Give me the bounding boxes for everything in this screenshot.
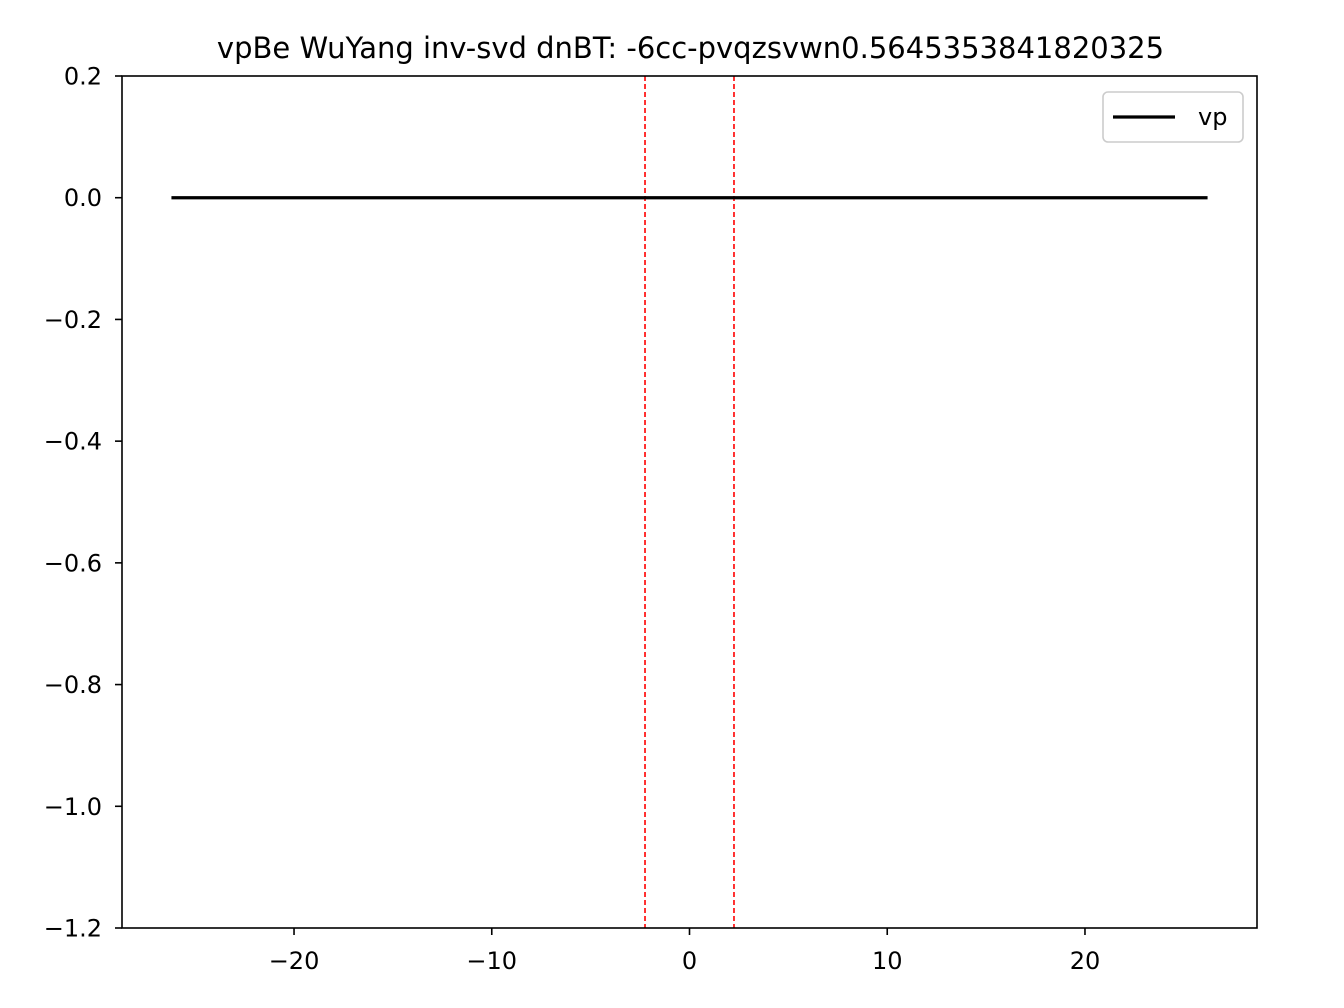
x-tick-label: 0: [682, 947, 697, 975]
legend-label-vp: vp: [1198, 103, 1227, 131]
x-tick-label: 20: [1070, 947, 1101, 975]
y-tick-label: −0.8: [44, 671, 102, 699]
y-tick-label: 0.0: [64, 184, 102, 212]
axes-frame: [121, 75, 1258, 929]
legend: vp: [1102, 91, 1244, 143]
y-tick-label: −0.2: [44, 306, 102, 334]
y-tick-label: −1.0: [44, 793, 102, 821]
chart-title: vpBe WuYang inv-svd dnBT: -6cc-pvqzsvwn0…: [217, 31, 1164, 65]
x-tick-label: −10: [466, 947, 517, 975]
y-tick-label: −0.6: [44, 549, 102, 577]
y-tick-label: −1.2: [44, 915, 102, 943]
x-tick-label: −20: [269, 947, 320, 975]
y-tick-label: −0.4: [44, 428, 102, 456]
y-tick-label: 0.2: [64, 63, 102, 91]
y-axis: 0.2 0.0 −0.2 −0.4 −0.6 −0.8 −1.0 −1.2: [44, 63, 122, 943]
plot-area: [121, 75, 1258, 929]
x-tick-label: 10: [872, 947, 903, 975]
x-axis: −20 −10 0 10 20: [269, 928, 1101, 975]
